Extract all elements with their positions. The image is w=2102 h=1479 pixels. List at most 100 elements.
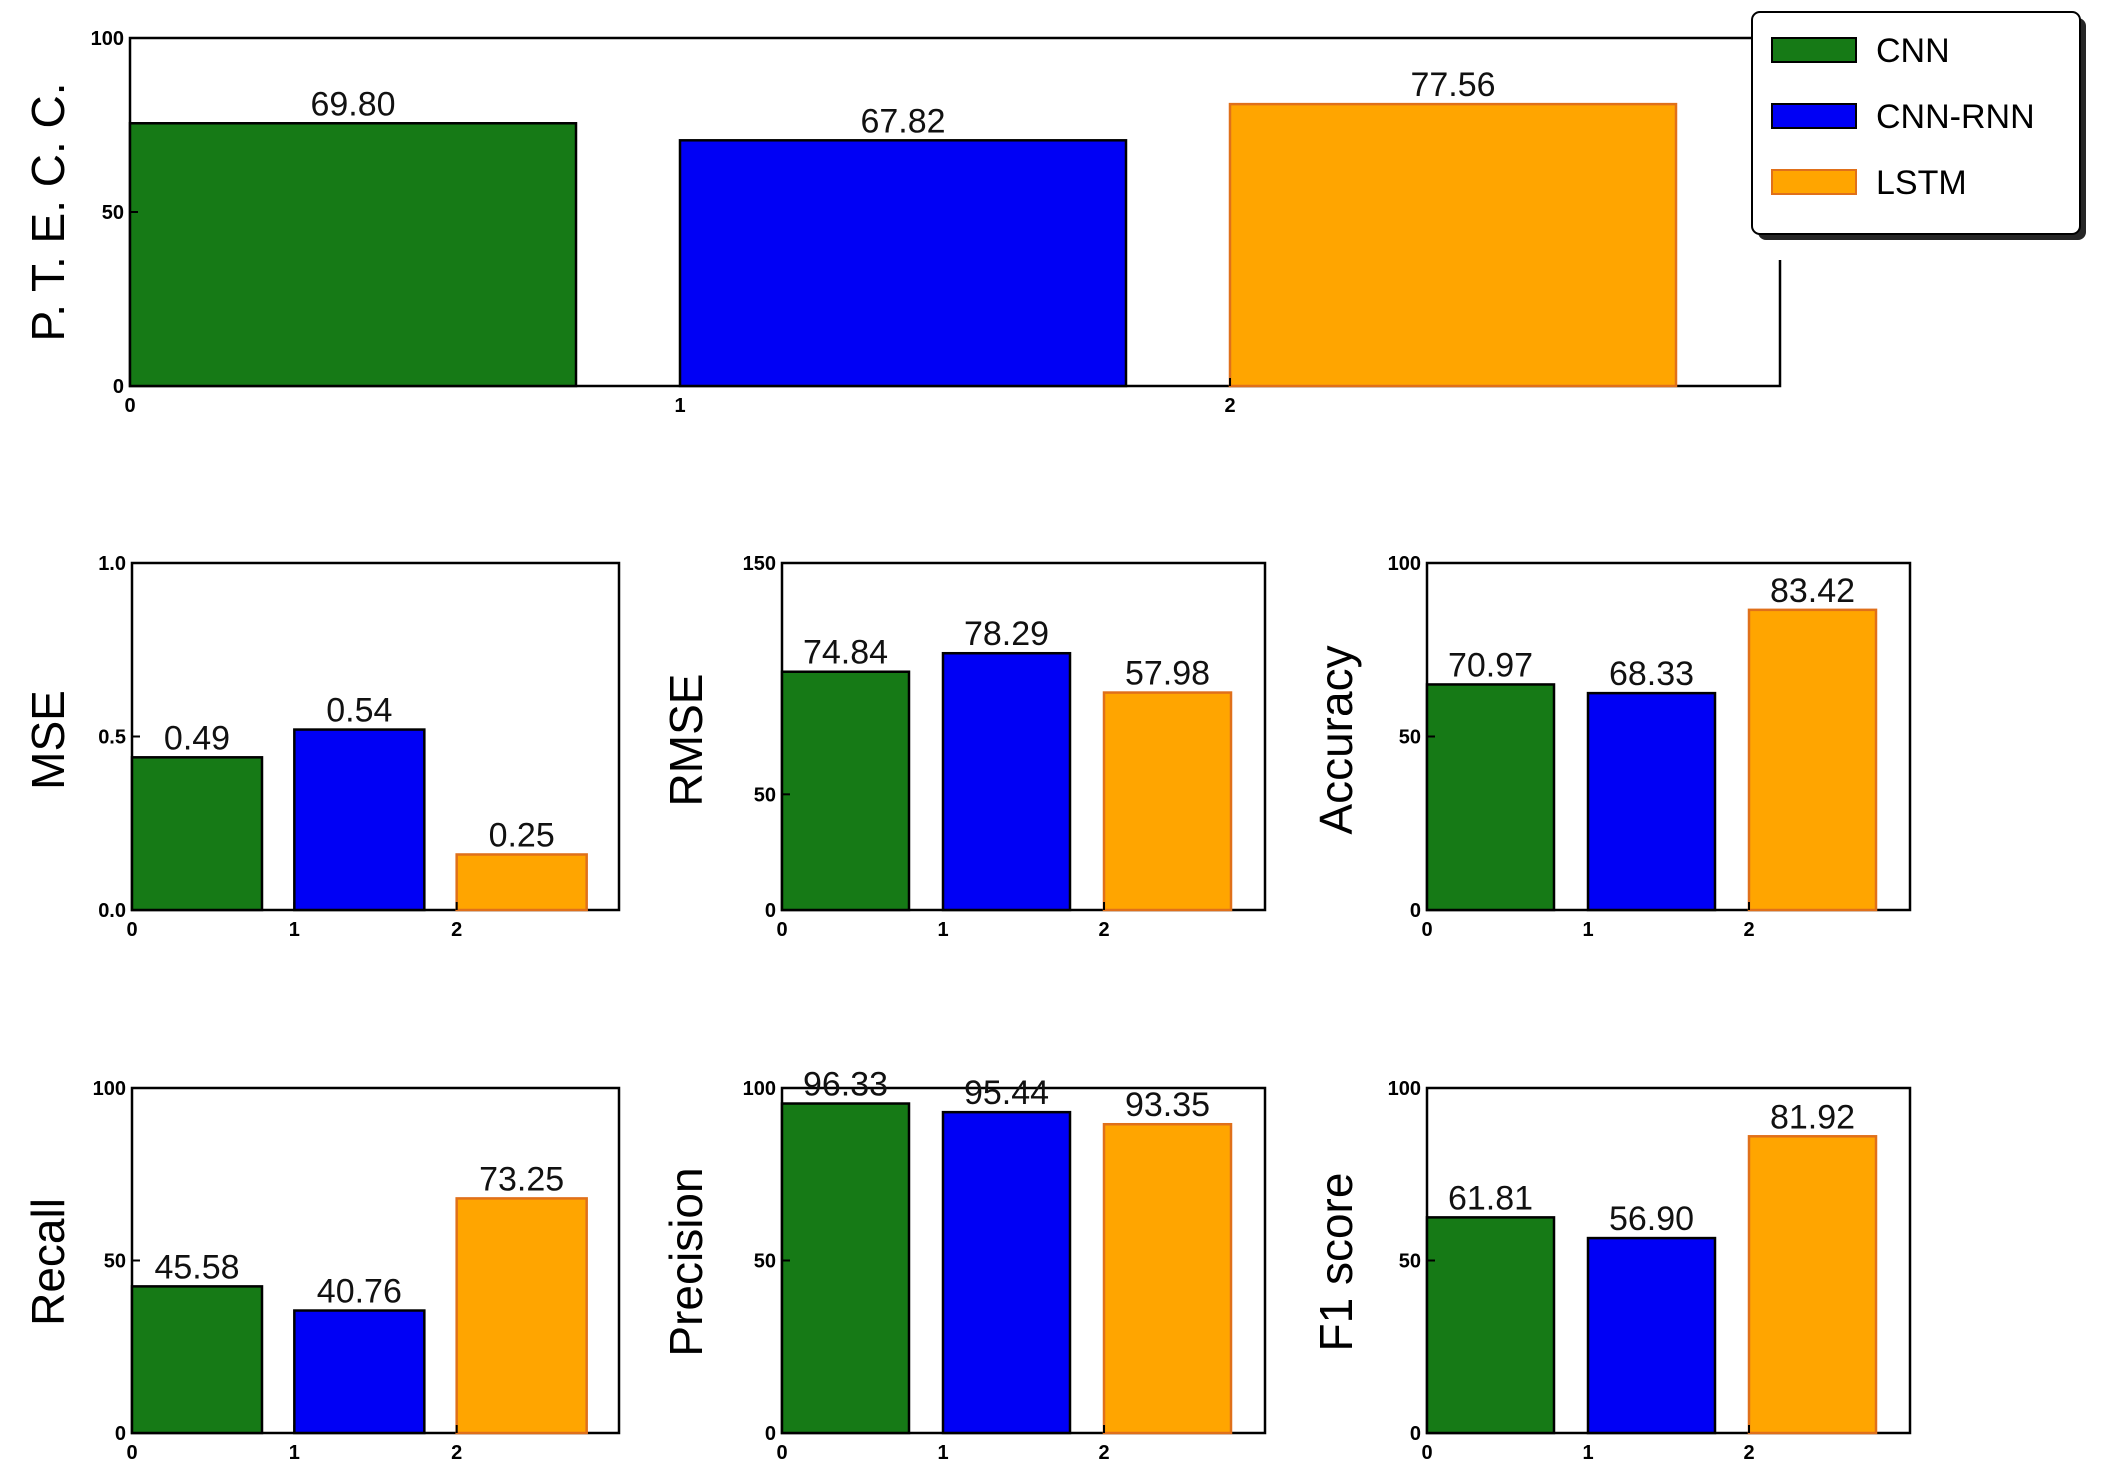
- data-label: 61.81: [1448, 1179, 1533, 1217]
- data-label: 93.35: [1125, 1086, 1210, 1124]
- y-axis-label: MSE: [22, 690, 74, 790]
- data-label: 45.58: [154, 1248, 239, 1286]
- bar-cnn: [1425, 1216, 1556, 1435]
- x-tick-label: 2: [1743, 1442, 1754, 1464]
- y-axis-label: F1 score: [1310, 1173, 1362, 1352]
- y-tick-label: 0: [1410, 1423, 1421, 1445]
- y-tick-label: 50: [102, 202, 124, 224]
- x-tick-label: 1: [289, 1442, 300, 1464]
- bar-cnn-rnn: [941, 1110, 1072, 1435]
- bar-cnn-rnn: [1586, 691, 1717, 912]
- legend-label-cnn-rnn: CNN-RNN: [1876, 98, 2035, 136]
- data-label: 78.29: [964, 615, 1049, 653]
- data-label: 74.84: [803, 634, 888, 672]
- x-tick-label: 0: [126, 1442, 137, 1464]
- chart-5: 96.33 95.44 93.35 0 50 100 0 1 2 Precision: [660, 1066, 1267, 1464]
- y-tick-label: 50: [754, 784, 776, 806]
- data-label: 67.82: [860, 102, 945, 140]
- y-tick-label: 50: [754, 1251, 776, 1273]
- data-label: 95.44: [964, 1074, 1049, 1112]
- x-tick-label: 1: [1582, 919, 1593, 941]
- x-tick-label: 1: [1582, 1442, 1593, 1464]
- bar-cnn: [130, 1285, 264, 1435]
- y-axis-label: RMSE: [660, 674, 712, 807]
- y-tick-label: 100: [743, 1078, 776, 1100]
- y-tick-label: 150: [743, 553, 776, 575]
- y-tick-label: 1.0: [98, 553, 126, 575]
- x-tick-label: 2: [1098, 919, 1109, 941]
- y-tick-label: 0.0: [98, 900, 126, 922]
- y-tick-label: 0.5: [98, 727, 126, 749]
- x-tick-label: 0: [776, 1442, 787, 1464]
- data-label: 68.33: [1609, 655, 1694, 693]
- x-tick-label: 0: [776, 919, 787, 941]
- chart-3: 70.97 68.33 83.42 0 50 100 0 1 2 Accuracy: [1310, 553, 1912, 941]
- bar-lstm: [1102, 691, 1233, 912]
- legend-label-lstm: LSTM: [1876, 164, 1967, 202]
- y-tick-label: 100: [1388, 1078, 1421, 1100]
- y-tick-label: 100: [91, 28, 124, 50]
- y-axis-label: P. T. E. C. C.: [22, 82, 74, 341]
- x-tick-label: 2: [1743, 919, 1754, 941]
- chart-2: 74.84 78.29 57.98 0 50 150 0 1 2 RMSE: [660, 553, 1267, 941]
- x-tick-label: 1: [674, 395, 685, 417]
- data-label: 0.49: [164, 719, 230, 757]
- bar-cnn-rnn: [293, 1309, 426, 1435]
- bar-lstm: [455, 1197, 588, 1435]
- bar-cnn: [128, 122, 578, 388]
- data-label: 57.98: [1125, 655, 1210, 693]
- y-tick-label: 0: [115, 1423, 126, 1445]
- x-tick-label: 2: [451, 1442, 462, 1464]
- y-tick-label: 50: [1399, 1251, 1421, 1273]
- bar-cnn: [130, 756, 264, 912]
- legend-swatch-cnn: [1771, 37, 1857, 63]
- bar-cnn-rnn: [678, 139, 1128, 388]
- x-tick-label: 1: [289, 919, 300, 941]
- x-tick-label: 2: [451, 919, 462, 941]
- data-label: 56.90: [1609, 1200, 1694, 1238]
- x-tick-label: 0: [126, 919, 137, 941]
- bar-cnn: [780, 670, 911, 912]
- y-axis-label: Precision: [660, 1167, 712, 1356]
- x-tick-label: 0: [124, 395, 135, 417]
- bar-lstm: [1747, 608, 1878, 912]
- x-tick-label: 1: [937, 1442, 948, 1464]
- y-tick-label: 0: [765, 900, 776, 922]
- bar-lstm: [1228, 102, 1678, 388]
- chart-0: 69.80 67.82 77.56 0 50 100 0 1 2 P. T. E. C. C.: [22, 28, 1782, 417]
- bar-cnn: [1425, 683, 1556, 912]
- data-label: 83.42: [1770, 572, 1855, 610]
- chart-1: 0.49 0.54 0.25 0.0 0.5 1.0 0 1 2 MSE: [22, 553, 621, 941]
- data-label: 40.76: [317, 1273, 402, 1311]
- chart-6: 61.81 56.90 81.92 0 50 100 0 1 2 F1 score: [1310, 1078, 1912, 1464]
- x-tick-label: 0: [1421, 919, 1432, 941]
- bar-lstm: [1102, 1122, 1233, 1435]
- legend: CNN CNN-RNN LSTM: [1751, 11, 2086, 240]
- x-tick-label: 0: [1421, 1442, 1432, 1464]
- chart-4: 45.58 40.76 73.25 0 50 100 0 1 2 Recall: [22, 1078, 621, 1464]
- y-tick-label: 100: [93, 1078, 126, 1100]
- x-tick-label: 2: [1098, 1442, 1109, 1464]
- y-tick-label: 50: [1399, 727, 1421, 749]
- y-tick-label: 0: [113, 376, 124, 398]
- data-label: 81.92: [1770, 1098, 1855, 1136]
- x-tick-label: 1: [937, 919, 948, 941]
- bar-lstm: [455, 853, 588, 912]
- y-tick-label: 50: [104, 1251, 126, 1273]
- y-tick-label: 100: [1388, 553, 1421, 575]
- data-label: 70.97: [1448, 646, 1533, 684]
- y-axis-label: Recall: [22, 1198, 74, 1326]
- x-tick-label: 2: [1224, 395, 1235, 417]
- data-label: 0.25: [489, 816, 555, 854]
- bar-cnn-rnn: [941, 651, 1072, 912]
- bar-cnn-rnn: [1586, 1236, 1717, 1435]
- legend-swatch-lstm: [1771, 169, 1857, 195]
- bar-cnn: [780, 1102, 911, 1435]
- y-tick-label: 0: [1410, 900, 1421, 922]
- data-label: 77.56: [1410, 66, 1495, 104]
- data-label: 96.33: [803, 1066, 888, 1104]
- bar-lstm: [1747, 1135, 1878, 1435]
- data-label: 0.54: [326, 692, 392, 730]
- legend-label-cnn: CNN: [1876, 32, 1950, 70]
